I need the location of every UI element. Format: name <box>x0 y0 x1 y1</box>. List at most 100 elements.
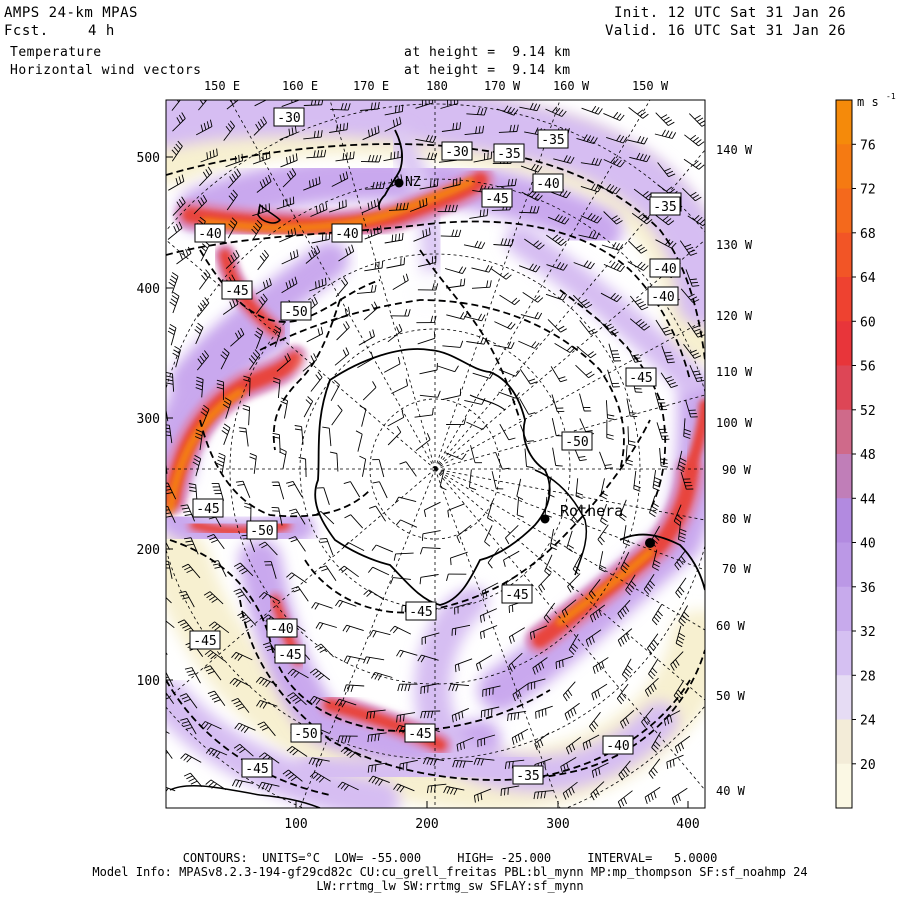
wind-barb <box>493 341 515 350</box>
wind-barb <box>282 769 303 782</box>
wind-barb <box>678 521 687 543</box>
wind-barb <box>227 168 241 189</box>
wind-barb <box>451 707 469 723</box>
wind-barb <box>242 404 251 426</box>
wind-barb <box>390 309 411 317</box>
wind-barb <box>497 178 517 188</box>
wind-barb <box>671 787 688 805</box>
wind-barb <box>183 772 203 788</box>
wind-barb <box>384 104 404 116</box>
wind-barb <box>417 654 439 663</box>
wind-barb <box>599 451 613 470</box>
contour-label-text: -30 <box>277 111 300 126</box>
contour-label: -30 <box>441 141 473 161</box>
contour-label-text: -40 <box>335 227 358 242</box>
wind-barb <box>305 245 321 264</box>
wind-barb <box>166 372 175 392</box>
contour-label-text: -45 <box>278 648 301 663</box>
forecast-hour: 4 h <box>88 23 115 39</box>
right-longitude-label: 130 W <box>716 238 753 252</box>
wind-barb <box>258 592 280 602</box>
wind-barb <box>663 710 681 726</box>
wind-barb <box>306 326 324 343</box>
contour-label: -40 <box>532 173 564 193</box>
wind-barb <box>280 153 298 168</box>
wind-barb <box>256 699 278 709</box>
wind-barb <box>477 734 496 748</box>
wind-barb <box>511 728 529 745</box>
wind-barb <box>487 500 494 522</box>
wind-barb <box>288 508 306 525</box>
wind-barb <box>469 208 489 219</box>
wind-barb <box>194 429 203 451</box>
wind-barb <box>362 198 380 214</box>
wind-barb <box>647 633 659 654</box>
wind-barb <box>617 599 631 620</box>
wind-barb <box>303 100 324 106</box>
wind-barb <box>443 786 465 796</box>
wind-barb <box>199 166 213 187</box>
wind-barb <box>167 221 183 240</box>
wind-barb <box>621 658 633 680</box>
wind-barb <box>651 604 663 626</box>
wind-barb <box>334 347 350 366</box>
wind-barb <box>622 525 631 547</box>
temperature-contours <box>166 143 705 796</box>
wind-barb <box>311 232 331 244</box>
wind-barb <box>383 356 401 373</box>
wind-barb <box>475 654 493 672</box>
colorbar-label: 76 <box>860 138 876 153</box>
colorbar-swatch <box>836 719 852 765</box>
wind-barb <box>192 454 202 477</box>
wind-barb <box>166 651 168 655</box>
y-tick-label: 100 <box>137 674 160 689</box>
wind-barb <box>399 461 417 477</box>
wind-barb <box>679 240 698 256</box>
wind-barb <box>367 566 390 576</box>
wind-barb <box>575 364 595 379</box>
colorbar-label: 72 <box>860 183 876 198</box>
wind-barb <box>298 457 307 478</box>
wind-barb <box>555 655 574 670</box>
wind-barb <box>466 337 488 345</box>
wind-barb <box>336 321 350 341</box>
wind-barb <box>211 482 225 501</box>
wind-barb <box>254 100 268 107</box>
wind-barb <box>322 426 332 447</box>
axis-ticks <box>166 156 689 808</box>
wind-barb <box>626 345 642 363</box>
field-name-temperature: Temperature <box>10 45 102 60</box>
contour-label-text: -45 <box>196 502 219 517</box>
wind-barb <box>211 560 227 577</box>
wind-barb <box>680 288 700 303</box>
wind-barb <box>507 710 527 722</box>
wind-barb <box>619 499 627 522</box>
wind-barb <box>179 693 198 709</box>
wind-barb <box>264 561 277 579</box>
wind-barb <box>592 657 609 674</box>
wind-barb <box>335 277 349 298</box>
new-zealand-coastline <box>377 129 403 211</box>
wind-barb <box>319 537 334 556</box>
wind-barb <box>195 119 213 136</box>
wind-barb <box>659 447 669 468</box>
wind-barb <box>494 321 516 330</box>
wind-barb <box>456 737 474 752</box>
wind-barb <box>172 196 186 216</box>
wind-barb <box>393 552 414 561</box>
wind-barb <box>666 754 684 769</box>
wind-barb <box>409 198 428 212</box>
wind-barb <box>314 511 335 525</box>
wind-barb <box>330 102 351 111</box>
wind-barb <box>451 624 471 636</box>
colorbar-label: 48 <box>860 448 876 463</box>
wind-barb <box>657 162 676 178</box>
right-longitude-label: 90 W <box>722 463 752 477</box>
colorbar-label: 44 <box>860 492 876 507</box>
wind-barb <box>280 397 289 419</box>
wind-barb <box>682 187 702 202</box>
wind-barb <box>258 781 280 792</box>
wind-barb <box>367 762 387 773</box>
x-tick-label: 400 <box>676 817 699 832</box>
wind-barb <box>343 655 365 664</box>
